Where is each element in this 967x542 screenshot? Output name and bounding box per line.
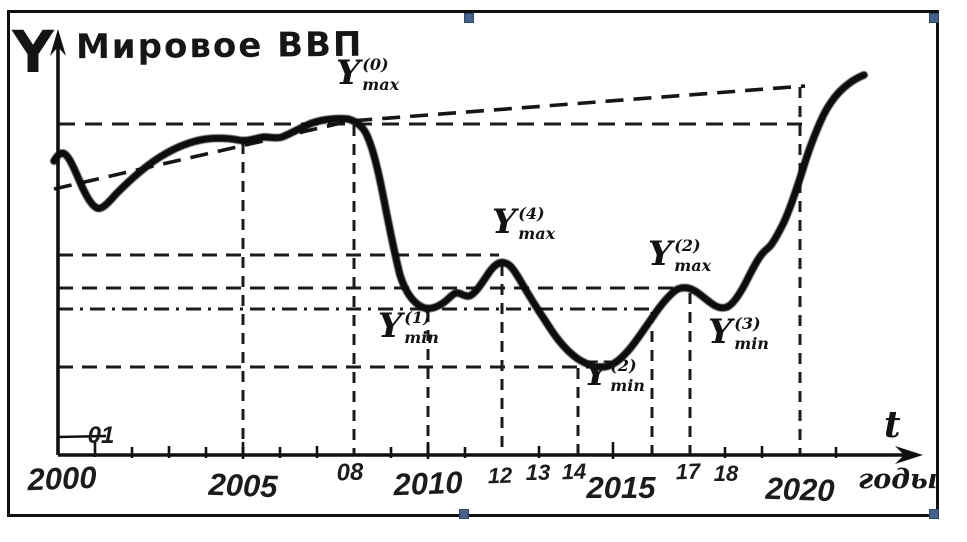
x-tick-label-2010: 2010 — [392, 464, 464, 503]
x-tick-label-01: 01 — [87, 422, 115, 449]
label-y-max-0: Y (0) max — [336, 53, 400, 94]
x-axis-ticks — [93, 441, 838, 459]
label-y-min-2-sub: min — [610, 376, 645, 395]
label-y-max-2: Y (2) max — [648, 234, 712, 275]
y-axis-arrowhead — [50, 29, 66, 56]
label-01-underline — [58, 434, 107, 439]
x-tick-label-2005: 2005 — [207, 466, 279, 505]
label-y-min-3-sub: min — [734, 334, 769, 353]
x-tick-label-17: 17 — [675, 458, 701, 485]
x-axis-unit-label: годы — [858, 464, 938, 495]
axes — [56, 40, 906, 457]
drop-lines — [241, 87, 802, 455]
label-y-min-3-base: Y — [708, 312, 733, 352]
x-tick-label-2000: 2000 — [26, 459, 98, 498]
t-axis-label: t — [884, 404, 901, 446]
x-tick-label-12: 12 — [487, 462, 513, 489]
image-border — [7, 10, 939, 517]
y-axis-label: Y — [12, 18, 54, 86]
label-y-max-4-base: Y — [492, 202, 517, 242]
x-axis-arrowhead — [895, 446, 923, 464]
label-y-min-3-sup: (3) — [734, 314, 761, 333]
trend-line — [53, 84, 806, 191]
x-tick-label-13: 13 — [525, 460, 551, 485]
label-y-min-2: Y (2) min — [584, 354, 645, 395]
label-y-min-1-base: Y — [378, 306, 403, 346]
label-y-min-1-sub: min — [404, 328, 439, 347]
selection-handle-top-right[interactable] — [929, 13, 939, 23]
x-tick-label-14: 14 — [561, 458, 587, 485]
label-y-max-0-sub: max — [362, 75, 400, 94]
label-y-max-0-sup: (0) — [362, 55, 389, 74]
x-tick-label-2015: 2015 — [586, 470, 656, 505]
chart-title: Мировое ВВП — [75, 24, 364, 68]
label-y-min-1: Y (1) min — [378, 306, 439, 347]
label-y-max-4-sup: (4) — [518, 204, 545, 223]
label-y-min-2-sup: (2) — [610, 356, 637, 375]
label-y-max-4-sub: max — [518, 224, 556, 243]
label-y-max-2-sup: (2) — [674, 236, 701, 255]
label-y-min-3: Y (3) min — [708, 312, 769, 353]
selection-handle-bottom-right[interactable] — [929, 509, 939, 519]
label-y-max-0-base: Y — [336, 53, 361, 93]
x-tick-label-18: 18 — [713, 461, 739, 486]
label-y-min-2-base: Y — [584, 354, 609, 394]
label-y-min-1-sup: (1) — [404, 308, 431, 327]
x-tick-label-2020: 2020 — [764, 470, 836, 509]
label-y-max-4: Y (4) max — [492, 202, 556, 243]
selection-handle-top-center[interactable] — [464, 13, 474, 23]
gdp-curve — [50, 71, 868, 371]
label-y-max-2-base: Y — [648, 234, 673, 274]
label-y-max-2-sub: max — [674, 256, 712, 275]
selection-handle-bottom-center[interactable] — [459, 509, 469, 519]
x-tick-label-08: 08 — [336, 458, 364, 487]
